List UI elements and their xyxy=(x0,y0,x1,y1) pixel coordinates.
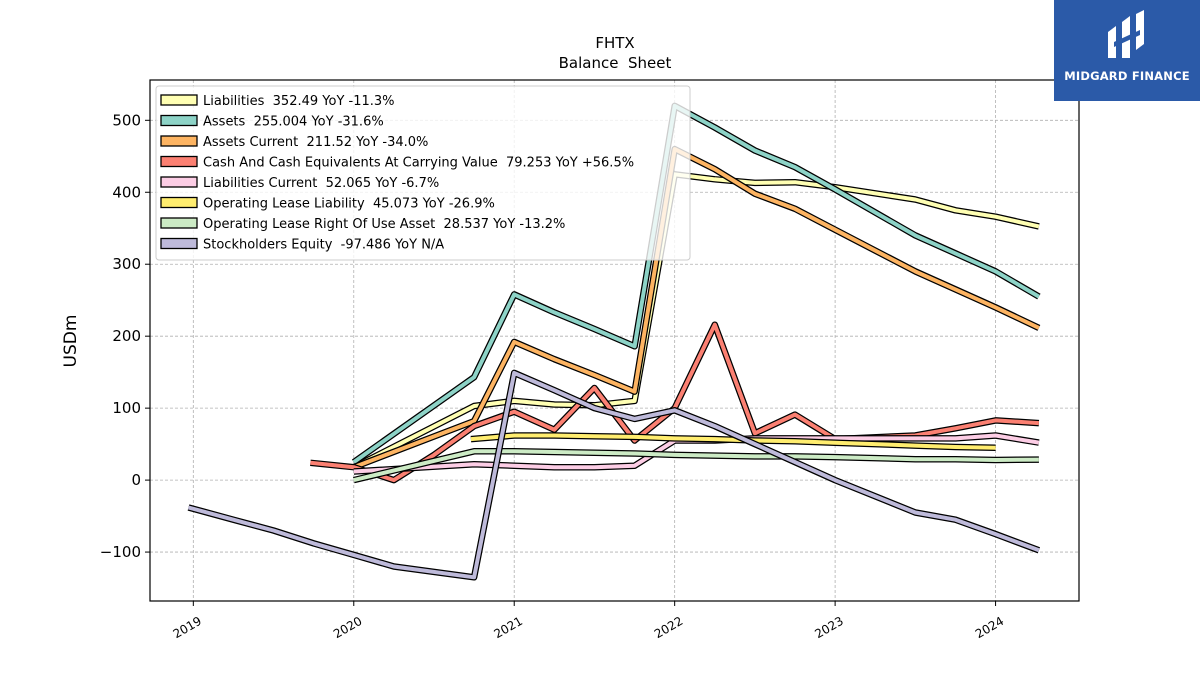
legend-swatch xyxy=(160,176,198,188)
legend-swatch xyxy=(160,196,198,209)
x-tick-label: 2024 xyxy=(973,614,1006,641)
legend-swatch xyxy=(160,114,198,127)
y-tick-label: 200 xyxy=(112,327,141,345)
series-line xyxy=(187,370,1040,580)
y-tick-label: 500 xyxy=(112,111,141,129)
series-line xyxy=(352,172,1040,469)
legend-swatch xyxy=(160,135,198,147)
x-tick-label: 2019 xyxy=(171,614,204,641)
series-line xyxy=(352,103,1040,464)
midgard-logo-icon xyxy=(1108,10,1144,58)
brand-name: MIDGARD FINANCE xyxy=(1064,69,1190,83)
y-tick-label: 100 xyxy=(112,399,141,417)
legend-entry: Operating Lease Liability 45.073 YoY -26… xyxy=(203,197,495,212)
series-line xyxy=(353,147,1040,470)
plot-frame xyxy=(149,79,1080,602)
legend-entry: Assets 255.004 YoY -31.6% xyxy=(203,115,384,130)
series-line xyxy=(470,433,996,450)
series-line xyxy=(353,449,1039,483)
y-axis-label: USDm xyxy=(61,315,81,368)
y-tick-label: 0 xyxy=(131,471,141,489)
brand-logo: MIDGARD FINANCE xyxy=(1054,0,1200,101)
legend-entry: Stockholders Equity -97.486 YoY N/A xyxy=(203,238,444,253)
legend-swatch xyxy=(160,217,198,229)
legend-entry: Liabilities 352.49 YoY -11.3% xyxy=(203,94,395,109)
legend-entry: Operating Lease Right Of Use Asset 28.53… xyxy=(203,217,565,232)
x-tick-label: 2022 xyxy=(652,614,685,641)
chart-subtitle: Balance Sheet xyxy=(559,54,672,72)
legend-swatch xyxy=(160,94,198,106)
series-line xyxy=(310,322,1040,483)
legend-swatch xyxy=(160,155,198,168)
legend-swatch xyxy=(160,237,198,250)
y-tick-label: 400 xyxy=(112,183,141,201)
x-tick-label: 2021 xyxy=(491,614,524,641)
legend-entry: Liabilities Current 52.065 YoY -6.7% xyxy=(203,176,439,191)
legend-entry: Cash And Cash Equivalents At Carrying Va… xyxy=(203,156,634,171)
legend-box xyxy=(155,85,691,261)
x-tick-label: 2023 xyxy=(812,614,845,641)
chart-title: FHTX xyxy=(595,34,634,52)
y-tick-label: −100 xyxy=(100,543,141,561)
legend-entry: Assets Current 211.52 YoY -34.0% xyxy=(203,135,428,150)
x-tick-label: 2020 xyxy=(331,614,364,641)
y-tick-label: 300 xyxy=(112,255,141,273)
